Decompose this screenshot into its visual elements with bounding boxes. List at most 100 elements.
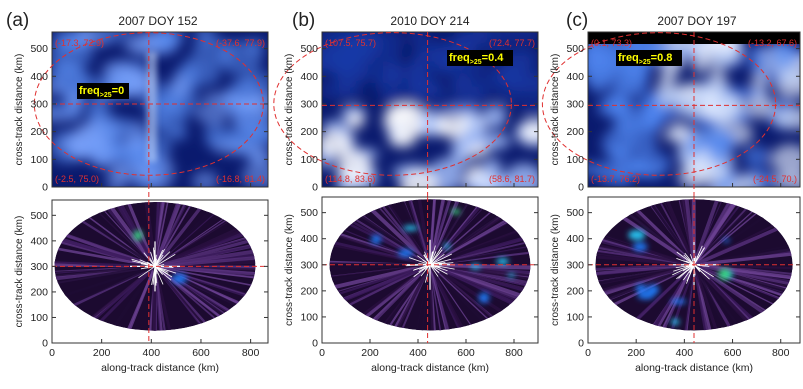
y-tick-label: 500: [566, 207, 584, 219]
y-axis-label: cross-track distance (km): [550, 54, 561, 166]
hot-spot: [635, 284, 646, 292]
x-axis-label: along-track distance (km): [101, 362, 219, 374]
panel-a: (a)2007 DOY 152(-17.3, 72.9)(-37.6, 77.9…: [6, 10, 285, 374]
hot-spot: [133, 230, 142, 240]
corner-label-br: (-24.5, 70.): [753, 174, 797, 184]
x-tick-label: 200: [93, 347, 111, 359]
y-tick-label: 300: [30, 98, 48, 110]
y-tick-label: 200: [300, 285, 318, 297]
hot-spot: [718, 268, 731, 280]
freq-label-prefix: freq: [449, 52, 470, 64]
hot-spot: [451, 209, 460, 214]
corner-label-tr: (72.4, 77.7): [489, 38, 535, 48]
panel-title: 2007 DOY 197: [657, 14, 736, 28]
corner-label-tl: (107.5, 75.7): [325, 38, 376, 48]
hot-spot: [444, 243, 450, 249]
y-axis-label: cross-track distance (km): [550, 214, 561, 326]
hot-spot: [371, 235, 382, 244]
x-tick-label: 400: [143, 347, 161, 359]
hot-spot: [172, 274, 187, 284]
y-tick-label: 200: [566, 285, 584, 297]
y-tick-label: 300: [30, 261, 48, 273]
y-tick-label: 400: [566, 71, 584, 83]
corner-label-tr: (-13.2, 67.6): [748, 38, 797, 48]
y-tick-label: 400: [30, 71, 48, 83]
y-axis-label: cross-track distance (km): [14, 54, 25, 166]
y-axis-label: cross-track distance (km): [284, 54, 295, 166]
y-tick-label: 100: [30, 154, 48, 166]
corner-label-bl: (-13.7, 76.2): [591, 174, 640, 184]
freq-label-subscript: >25: [639, 59, 651, 66]
y-tick-label: 200: [30, 286, 48, 298]
y-tick-label: 0: [578, 182, 584, 194]
panel-title: 2007 DOY 152: [118, 14, 197, 28]
x-axis-label: along-track distance (km): [371, 362, 489, 374]
y-tick-label: 0: [42, 338, 48, 350]
hot-spot: [479, 292, 490, 303]
hot-spot: [403, 225, 418, 231]
freq-label-value: =0.8: [651, 52, 673, 64]
x-tick-label: 800: [505, 347, 523, 359]
corner-label-tl: (0.1, 73.3): [591, 38, 632, 48]
panel-letter: (c): [566, 10, 588, 31]
panel-letter: (a): [6, 10, 29, 31]
panel-title: 2010 DOY 214: [390, 14, 469, 28]
y-tick-label: 300: [566, 98, 584, 110]
freq-label-value: =0.4: [482, 52, 505, 64]
corner-label-br: (-16.8, 81.4): [216, 174, 265, 184]
hot-spot: [671, 299, 686, 305]
freq-label-value: =0: [112, 85, 125, 97]
y-tick-label: 100: [566, 311, 584, 323]
y-tick-label: 0: [42, 182, 48, 194]
x-tick-label: 0: [585, 347, 591, 359]
y-tick-label: 500: [30, 210, 48, 222]
y-tick-label: 100: [300, 311, 318, 323]
y-tick-label: 400: [300, 233, 318, 245]
y-tick-label: 0: [578, 338, 584, 350]
hot-spot: [633, 242, 648, 251]
y-tick-label: 200: [566, 126, 584, 138]
freq-label-subscript: >25: [470, 59, 482, 66]
y-tick-label: 0: [312, 338, 318, 350]
x-tick-label: 400: [409, 347, 427, 359]
freq-label-prefix: freq: [79, 85, 100, 97]
x-tick-label: 200: [361, 347, 379, 359]
x-tick-label: 800: [242, 347, 260, 359]
freq-label-prefix: freq: [618, 52, 639, 64]
hot-spot: [671, 319, 679, 325]
corner-label-br: (58.6, 81.7): [489, 174, 535, 184]
hot-spot: [508, 273, 516, 277]
x-tick-label: 0: [49, 347, 55, 359]
freq-label-subscript: >25: [100, 92, 112, 99]
y-tick-label: 200: [300, 126, 318, 138]
x-tick-label: 600: [457, 347, 475, 359]
x-tick-label: 600: [724, 347, 742, 359]
hot-spot: [723, 238, 730, 242]
corner-label-bl: (114.8, 83.6): [325, 174, 375, 184]
x-tick-label: 400: [676, 347, 694, 359]
x-axis-label: along-track distance (km): [635, 362, 753, 374]
x-tick-label: 600: [192, 347, 210, 359]
y-tick-label: 400: [30, 235, 48, 247]
panel-letter: (b): [292, 10, 315, 31]
panel-b: (b) 2010 DOY 214 (107.5, 75.7) (72.4, 77.7)…: [274, 10, 558, 374]
y-tick-label: 300: [566, 259, 584, 271]
y-tick-label: 100: [30, 312, 48, 324]
y-tick-label: 200: [30, 126, 48, 138]
corner-label-tr: (-37.6, 77.9): [216, 38, 265, 48]
y-tick-label: 0: [312, 182, 318, 194]
hot-spot: [496, 258, 508, 265]
y-tick-label: 100: [300, 154, 318, 166]
hot-spot: [398, 249, 413, 257]
y-tick-label: 500: [300, 207, 318, 219]
y-tick-label: 500: [300, 43, 318, 55]
y-axis-label: cross-track distance (km): [284, 214, 295, 326]
corner-label-bl: (-2.5, 75.0): [55, 174, 99, 184]
y-axis-label: cross-track distance (km): [14, 216, 25, 328]
y-tick-label: 300: [300, 98, 318, 110]
y-tick-label: 500: [30, 43, 48, 55]
x-tick-label: 200: [627, 347, 645, 359]
x-tick-label: 0: [319, 347, 325, 359]
hot-spot: [628, 230, 645, 240]
